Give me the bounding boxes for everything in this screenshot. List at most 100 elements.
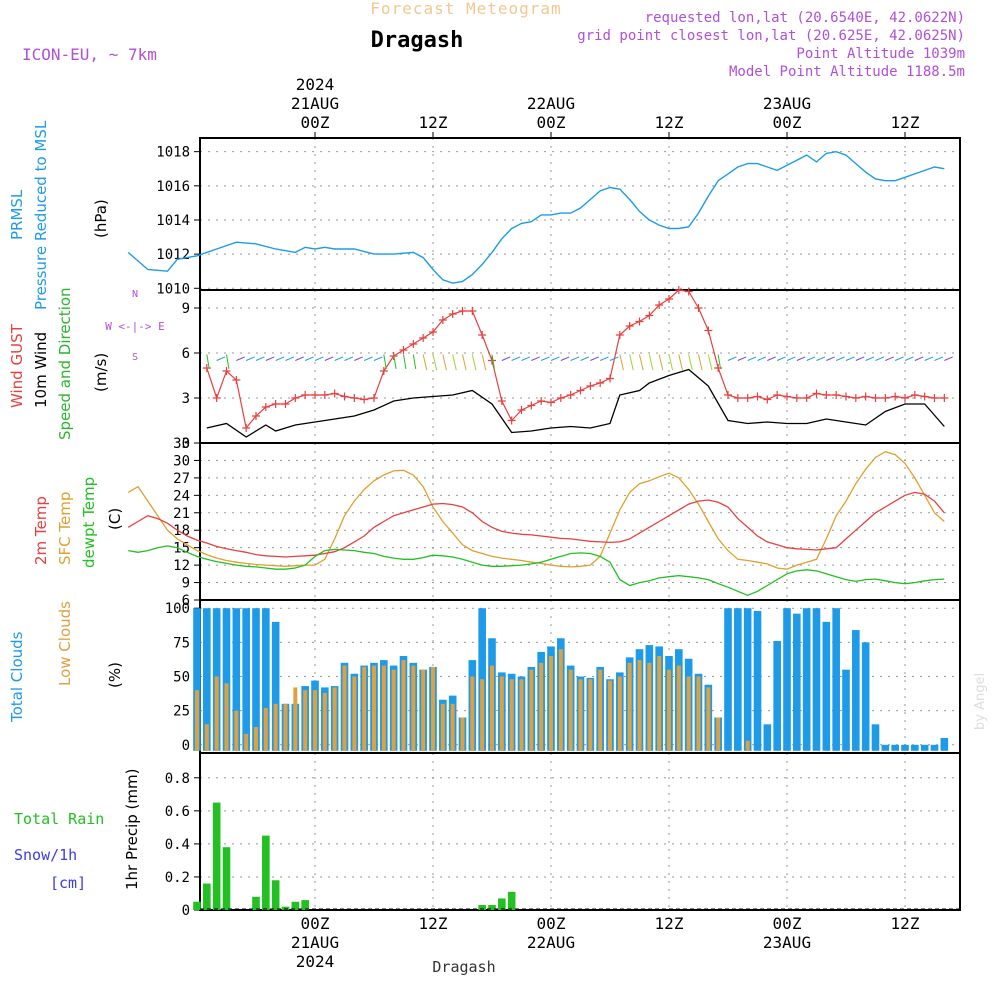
total-cloud-bar [252,608,260,751]
total-cloud-bar [193,608,201,751]
low-cloud-bar [411,665,416,751]
wind-arrow [855,356,865,361]
wind-arrow [717,354,722,369]
gust-marker [861,392,870,401]
total-cloud-bar [753,610,762,751]
temp-panel-frame [199,442,961,601]
wind-tick-label: 0 [182,436,190,452]
total-cloud-bar [773,640,781,751]
gust-marker [694,304,703,312]
wind-arrow [698,354,703,371]
low-cloud-bar [204,724,209,751]
wind-arrow [678,354,683,371]
gust-marker [812,389,821,398]
gust-marker [517,406,526,414]
pressure-label-2: Pressure Reduced to MSL [32,120,50,310]
precip-tick-label: 0.6 [165,804,190,820]
clouds-tick-label: 25 [173,704,190,720]
gust-marker [547,398,555,407]
total-cloud-bar [802,608,811,751]
gust-marker [576,386,585,395]
wind-arrow [894,356,904,361]
gust-marker [202,364,211,372]
gust-marker [773,391,782,399]
bottom-time-label: 00Z [301,914,330,933]
wind-arrow [295,356,304,361]
low-cloud-bar [490,665,494,751]
rain-bar [203,883,211,910]
precip-tick-label: 0.4 [165,837,190,853]
gust-marker [370,394,378,402]
total-cloud-bar [262,608,270,751]
wind-arrow [580,356,590,361]
snow-unit: [cm] [50,874,86,892]
clouds-tick-label: 100 [165,601,190,617]
total-cloud-bar [783,608,791,751]
wind-arrow [668,354,674,371]
gust-marker [330,389,339,398]
wind-arrow [776,356,786,361]
temp-tick-label: 30 [173,453,190,469]
wind-arrow [304,356,314,361]
wind-arrow [806,356,816,361]
rain-bar [212,802,221,910]
clouds-tick-label: 75 [173,635,190,651]
total-cloud-bar [832,608,840,751]
wind-arrow [816,356,826,361]
low-cloud-bar [627,662,632,751]
wind-arrow [403,354,407,369]
gust-marker [596,379,605,387]
gust-marker [763,395,772,404]
wind-arrow [442,354,447,371]
total-cloud-label: Total Clouds [8,631,26,723]
wind-arrow [206,354,210,369]
bottom-time-label: 12Z [655,914,684,933]
wind-label: 10m Wind [32,332,50,408]
station-name: Dragash [371,28,464,53]
gust-marker [822,391,831,399]
low-cloud-bar [647,662,652,751]
point-altitude: Point Altitude 1039m [796,46,965,62]
wind-speed-line [206,368,945,438]
gust-marker [881,394,890,402]
gust-marker [891,392,900,401]
total-cloud-bar [743,608,752,751]
low-cloud-bar [342,665,347,751]
wind-arrow [767,356,776,361]
low-cloud-bar [332,687,337,751]
wind-arrow [354,356,363,361]
pressure-tick-label: 1016 [156,179,190,195]
temp-tick-label: 24 [173,488,190,504]
wind-arrow [747,356,757,361]
wind-tick-label: 3 [182,391,190,407]
wind-arrow [245,356,255,361]
total-cloud-bar [724,608,732,751]
gust-marker [429,328,437,336]
low-cloud-bar [362,666,367,751]
wind-arrow [255,356,265,361]
top-time-label: 2024 [296,75,335,94]
gust-marker [753,392,762,401]
wind-arrow [521,356,531,361]
wind-arrow [599,356,609,361]
gust-marker [566,391,575,399]
total-cloud-bar [232,608,241,751]
gust-marker [399,346,408,354]
low-cloud-bar [460,717,465,751]
gust-marker [212,394,221,402]
wind-arrow [875,356,885,361]
low-cloud-bar [303,690,308,751]
bottom-time-label: 12Z [891,914,920,933]
wind-arrow [324,356,334,361]
gust-marker [586,382,595,390]
total-cloud-bar [222,608,231,751]
wind-arrow [452,354,457,371]
gust-marker [635,317,644,326]
wind-arrow [658,354,664,371]
model-altitude: Model Point Altitude 1188.5m [729,64,965,80]
wind-arrow [707,354,713,371]
wind-arrow [373,356,383,361]
temp2m-line [127,491,945,558]
low-cloud-bar [214,676,219,751]
bottom-time-label: 23AUG [763,933,811,952]
